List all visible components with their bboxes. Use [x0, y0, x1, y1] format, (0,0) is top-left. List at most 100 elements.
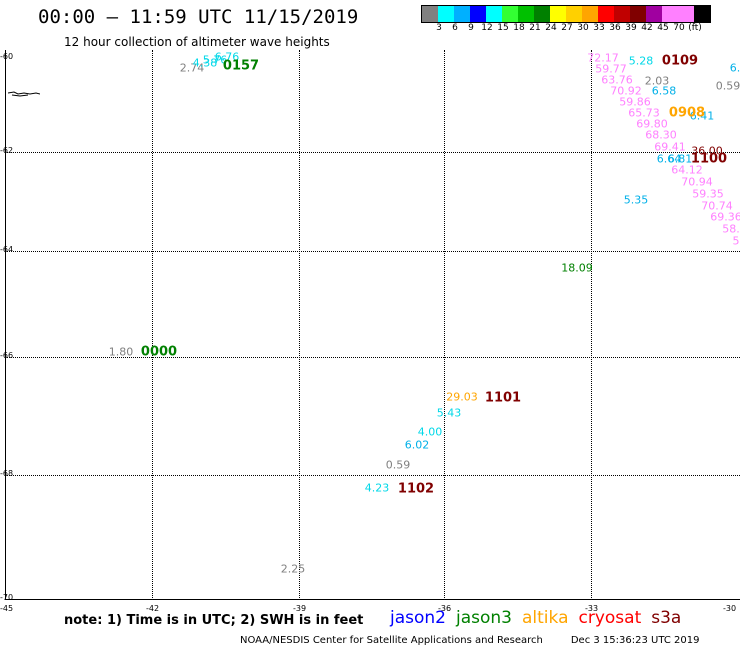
swh-value: 65.73 — [628, 106, 660, 120]
swh-value: 36.00 — [691, 144, 723, 158]
swh-value: 59.35 — [692, 187, 724, 201]
swh-value: 4.23 — [364, 481, 390, 495]
swh-value: 0.59 — [385, 458, 411, 472]
swh-value: 2.25 — [280, 562, 306, 576]
legend-tick-label: 3 — [436, 23, 442, 33]
swh-value: 70.92 — [610, 84, 642, 98]
legend-swatch — [470, 6, 486, 22]
swh-value: 70.94 — [681, 175, 713, 189]
satellite-altika: altika — [522, 608, 569, 628]
swh-value: 59.77 — [595, 62, 627, 76]
swh-value: 6.76 — [214, 50, 240, 64]
credit-timestamp: Dec 3 15:36:23 UTC 2019 — [570, 635, 700, 646]
legend-tick-label: 15 — [497, 23, 509, 33]
legend-swatch — [566, 6, 582, 22]
lon-label: -39 — [293, 604, 307, 613]
satellite-s3a: s3a — [651, 608, 682, 628]
lon-gridline — [299, 50, 300, 598]
lat-label: -64 — [0, 245, 14, 254]
swh-value: 69.36 — [710, 210, 740, 224]
legend-tick-label: 18 — [513, 23, 525, 33]
swh-value: 6.81 — [667, 152, 693, 166]
lat-label: -70 — [0, 593, 14, 602]
satellite-legend: jason2 jason3 altika cryosat s3a — [390, 608, 691, 628]
legend-tick-label: 39 — [625, 23, 637, 33]
swh-value: 6. — [729, 61, 740, 75]
lat-label: -62 — [0, 146, 14, 155]
legend-tick-label: 6 — [452, 23, 458, 33]
pass-time-label: 0908 — [668, 105, 706, 121]
swh-value: 4.00 — [417, 425, 443, 439]
map-left-edge — [5, 50, 6, 600]
lat-label: -68 — [0, 469, 14, 478]
legend-tick-label: 24 — [545, 23, 557, 33]
coastline-island — [8, 91, 40, 97]
pass-time-label: 0000 — [140, 344, 178, 360]
satellite-jason3: jason3 — [456, 608, 512, 628]
pass-time-label: 0157 — [222, 58, 260, 74]
legend-swatch — [518, 6, 534, 22]
lon-label: -36 — [438, 604, 452, 613]
swh-value: 59.86 — [619, 95, 651, 109]
legend-tick-label: 27 — [561, 23, 573, 33]
lat-gridline — [5, 357, 740, 358]
pass-time-label: 1102 — [397, 481, 435, 497]
swh-value: 5.43 — [436, 406, 462, 420]
legend-tick-label: 9 — [468, 23, 474, 33]
legend-swatch — [694, 6, 710, 22]
swh-value: 5 — [732, 234, 740, 248]
map-bottom-edge — [5, 599, 740, 600]
legend-swatch — [646, 6, 662, 22]
swh-value: 68.30 — [645, 128, 677, 142]
lon-gridline — [152, 50, 153, 598]
lat-gridline — [5, 475, 740, 476]
legend-tick-label: 42 — [641, 23, 653, 33]
legend-swatch — [630, 6, 646, 22]
lat-label: -60 — [0, 52, 14, 61]
swh-value: 0.59 — [715, 79, 740, 93]
legend-tick-label: 45 — [657, 23, 669, 33]
lon-label: -30 — [723, 604, 737, 613]
satellite-jason2: jason2 — [390, 608, 446, 628]
footnote: note: 1) Time is in UTC; 2) SWH is in fe… — [64, 613, 364, 628]
pass-time-label: 1101 — [484, 390, 522, 406]
credit-org: NOAA/NESDIS Center for Satellite Applica… — [240, 635, 543, 646]
swh-value: 5.35 — [623, 193, 649, 207]
swh-value: 6.58 — [651, 84, 677, 98]
swh-value: 2.74 — [179, 61, 205, 75]
swh-value: 70.74 — [701, 199, 733, 213]
lon-gridline — [591, 50, 592, 598]
legend-swatch — [502, 6, 518, 22]
lat-gridline — [5, 152, 740, 153]
legend-swatch — [438, 6, 454, 22]
legend-tick-label: 12 — [481, 23, 493, 33]
legend-swatch — [582, 6, 598, 22]
swh-value: 1.80 — [108, 345, 134, 359]
swh-value: 64.12 — [671, 163, 703, 177]
swh-value: 2.03 — [644, 74, 670, 88]
legend-swatch — [422, 6, 438, 22]
lat-gridline — [5, 251, 740, 252]
swh-value: 4.38 — [192, 56, 218, 70]
legend-tick-label: 30 — [577, 23, 589, 33]
swh-value: 5.76 — [202, 53, 228, 67]
legend-tick-label: 36 — [609, 23, 621, 33]
credit-line: NOAA/NESDIS Center for Satellite Applica… — [240, 635, 699, 646]
swh-value: 69.80 — [636, 117, 668, 131]
lon-label: -33 — [585, 604, 599, 613]
pass-time-label: 0109 — [661, 53, 699, 69]
satellite-cryosat: cryosat — [578, 608, 642, 628]
legend-swatch — [534, 6, 550, 22]
swh-value: 63.76 — [601, 73, 633, 87]
legend-swatch — [454, 6, 470, 22]
legend-tick-label: 33 — [593, 23, 605, 33]
map-subtitle: 12 hour collection of altimeter wave hei… — [64, 35, 330, 49]
lon-label: -45 — [0, 604, 14, 613]
swh-value: 58. — [722, 222, 740, 236]
legend-swatch — [598, 6, 614, 22]
legend-swatch — [550, 6, 566, 22]
legend-swatch — [678, 6, 694, 22]
swh-value: 6.41 — [689, 109, 715, 123]
swh-value: 6.64 — [656, 152, 682, 166]
swh-value: 5.28 — [628, 54, 654, 68]
